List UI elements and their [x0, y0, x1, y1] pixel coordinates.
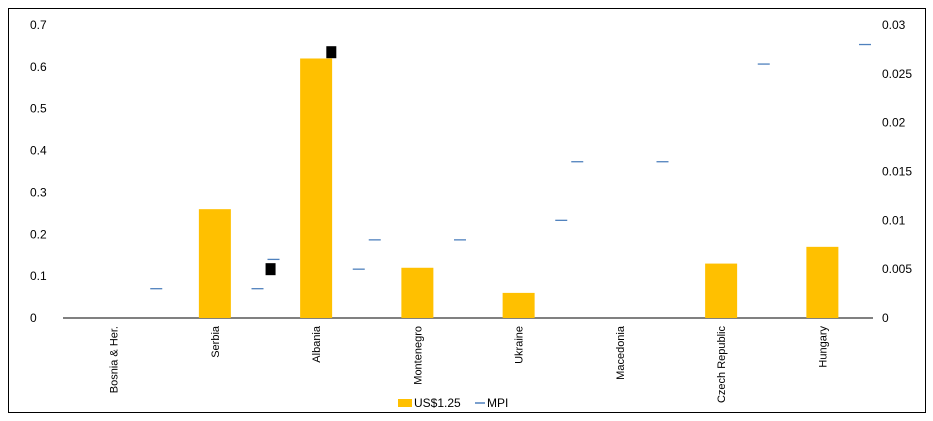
bar: [806, 246, 839, 318]
category-label: Ukraine: [514, 326, 526, 364]
bar: [198, 209, 231, 318]
category-label: Macedonia: [615, 325, 627, 380]
bar: [502, 292, 535, 318]
category-label: Albania: [311, 325, 323, 363]
category-label: Bosnia & Her.: [109, 326, 121, 393]
marker-series: [265, 46, 337, 276]
chart-border: [8, 8, 926, 413]
right-tick-label: 0: [882, 311, 889, 325]
left-tick-label: 0.2: [30, 227, 47, 241]
left-tick-label: 0.6: [30, 60, 47, 74]
legend: US$1.25 MPI: [398, 396, 508, 410]
legend-label: MPI: [487, 396, 508, 410]
left-tick-label: 0.4: [30, 144, 47, 158]
left-axis-ticks: 0 0.1 0.2 0.3 0.4 0.5 0.6 0.7: [30, 18, 47, 325]
right-tick-label: 0.025: [882, 67, 912, 81]
category-label: Czech Republic: [716, 326, 728, 404]
right-tick-label: 0.005: [882, 262, 912, 276]
category-label: Serbia: [210, 325, 222, 358]
right-tick-label: 0.02: [882, 116, 906, 130]
right-axis-ticks: 0 0.005 0.01 0.015 0.02 0.025 0.03: [882, 18, 912, 325]
legend-label: US$1.25: [414, 396, 461, 410]
category-labels: Bosnia & Her. Serbia Albania Montenegro Ukra…: [109, 325, 830, 403]
marker-point: [265, 263, 276, 276]
bar: [401, 267, 434, 318]
category-label: Hungary: [817, 326, 829, 368]
left-tick-label: 0: [30, 311, 37, 325]
bar-series: [198, 58, 839, 318]
right-tick-label: 0.03: [882, 18, 906, 32]
marker-point: [326, 46, 337, 59]
left-tick-label: 0.5: [30, 102, 47, 116]
legend-swatch: [398, 399, 412, 407]
left-tick-label: 0.7: [30, 18, 47, 32]
mpi-series: [150, 43, 871, 290]
right-tick-label: 0.01: [882, 213, 906, 227]
left-tick-label: 0.1: [30, 269, 47, 283]
bar: [300, 58, 333, 318]
right-tick-label: 0.015: [882, 165, 912, 179]
bar: [705, 263, 738, 318]
left-tick-label: 0.3: [30, 185, 47, 199]
category-label: Montenegro: [412, 326, 424, 385]
